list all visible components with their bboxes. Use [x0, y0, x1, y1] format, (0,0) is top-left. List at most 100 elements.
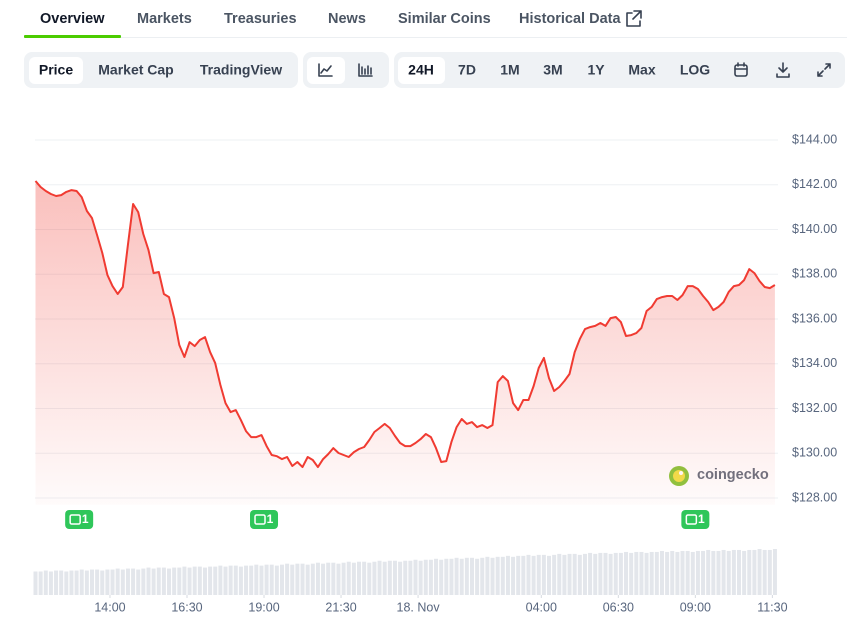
news-marker[interactable]: 1	[681, 510, 710, 529]
calendar-button[interactable]	[734, 62, 748, 77]
tab[interactable]: Similar Coins	[398, 11, 491, 27]
volume-bar	[105, 569, 110, 595]
range-button[interactable]: 1M	[500, 62, 519, 78]
volume-bar	[408, 560, 413, 595]
volume-bar	[131, 568, 136, 595]
tab[interactable]: News	[328, 11, 366, 27]
volume-bar	[624, 551, 629, 595]
volume-bar	[208, 566, 213, 595]
volume-bar	[387, 560, 392, 595]
volume-bar	[110, 569, 115, 595]
y-tick-label: $140.00	[792, 222, 837, 236]
price-line	[34, 180, 776, 469]
range-button[interactable]: Max	[628, 62, 655, 78]
volume-bar	[629, 552, 634, 595]
y-tick-label: $142.00	[792, 177, 837, 191]
tab[interactable]: Treasuries	[224, 11, 297, 27]
x-tick-label: 11:30	[757, 600, 787, 614]
x-tick-label: 14:00	[94, 600, 125, 614]
volume-bar	[439, 559, 444, 595]
news-icon	[685, 514, 698, 525]
volume-bar	[218, 565, 223, 595]
volume-bar	[444, 558, 449, 595]
volume-bar	[125, 568, 130, 595]
volume-bar	[357, 561, 362, 595]
volume-bar	[459, 558, 464, 595]
news-marker[interactable]: 1	[250, 510, 279, 529]
line-chart-button[interactable]	[318, 63, 333, 77]
volume-bar	[172, 567, 177, 595]
volume-bar	[767, 549, 772, 595]
volume-bar	[582, 553, 587, 595]
volume-bar	[572, 553, 577, 595]
volume-bar	[336, 563, 341, 595]
volume-bar	[562, 554, 567, 595]
tab[interactable]: Markets	[137, 11, 192, 27]
volume-bar	[100, 570, 105, 595]
volume-bar	[346, 561, 351, 595]
volume-bar	[310, 563, 315, 595]
volume-bar	[603, 552, 608, 595]
news-count: 1	[267, 512, 274, 526]
log-button[interactable]: LOG	[680, 62, 710, 78]
volume-bar	[177, 567, 182, 595]
volume-bar	[511, 556, 516, 595]
tab[interactable]: Overview	[40, 11, 105, 27]
volume-bar	[84, 570, 89, 595]
volume-bar	[659, 550, 664, 595]
volume-bar	[747, 549, 752, 595]
volume-bar	[326, 562, 331, 595]
view-button[interactable]: TradingView	[200, 62, 282, 78]
fullscreen-button[interactable]	[817, 63, 831, 77]
volume-bar	[618, 552, 623, 595]
news-count: 1	[82, 512, 89, 526]
view-button[interactable]: Market Cap	[98, 62, 173, 78]
volume-bar	[547, 555, 552, 595]
volume-bar	[202, 567, 207, 595]
x-tick-label: 06:30	[603, 600, 634, 614]
volume-bar	[146, 567, 151, 595]
view-button[interactable]: Price	[39, 62, 73, 78]
volume-bar	[762, 549, 767, 595]
volume-bar	[213, 566, 218, 595]
news-badge	[250, 510, 279, 529]
range-button[interactable]: 1Y	[587, 62, 605, 78]
volume-bar	[59, 570, 64, 595]
volume-bar	[372, 561, 377, 595]
volume-bar	[192, 566, 197, 595]
news-marker[interactable]: 1	[65, 510, 94, 529]
volume-bar	[649, 551, 654, 595]
range-button[interactable]: 7D	[458, 62, 476, 78]
range-button[interactable]: 24H	[408, 62, 434, 78]
volume-bar	[285, 563, 290, 595]
volume-bar	[398, 561, 403, 595]
volume-bar	[141, 568, 146, 595]
volume-bar	[259, 565, 264, 595]
volume-bar	[639, 551, 644, 595]
tab[interactable]: Historical Data	[519, 11, 621, 27]
volume-bar	[490, 557, 495, 595]
candle-chart-button[interactable]	[358, 63, 373, 77]
y-tick-label: $132.00	[792, 401, 837, 415]
download-button[interactable]	[776, 62, 790, 78]
volume-bar	[315, 562, 320, 595]
volume-bar	[454, 557, 459, 595]
volume-bar	[701, 550, 706, 595]
volume-bar	[480, 557, 485, 595]
range-button[interactable]: 3M	[543, 62, 562, 78]
volume-bar	[469, 557, 474, 595]
volume-bar	[95, 569, 100, 595]
volume-bar	[526, 554, 531, 595]
volume-bar	[434, 558, 439, 595]
volume-bar	[690, 551, 695, 595]
volume-bar	[726, 550, 731, 595]
volume-bar	[675, 551, 680, 595]
volume-bar	[413, 559, 418, 595]
volume-bar	[552, 554, 557, 595]
volume-bar	[161, 567, 166, 595]
volume-bar	[33, 571, 38, 595]
volume-bar	[731, 549, 736, 595]
volume-bar	[593, 553, 598, 595]
volume-bar	[238, 566, 243, 595]
volume-bar	[115, 568, 120, 595]
